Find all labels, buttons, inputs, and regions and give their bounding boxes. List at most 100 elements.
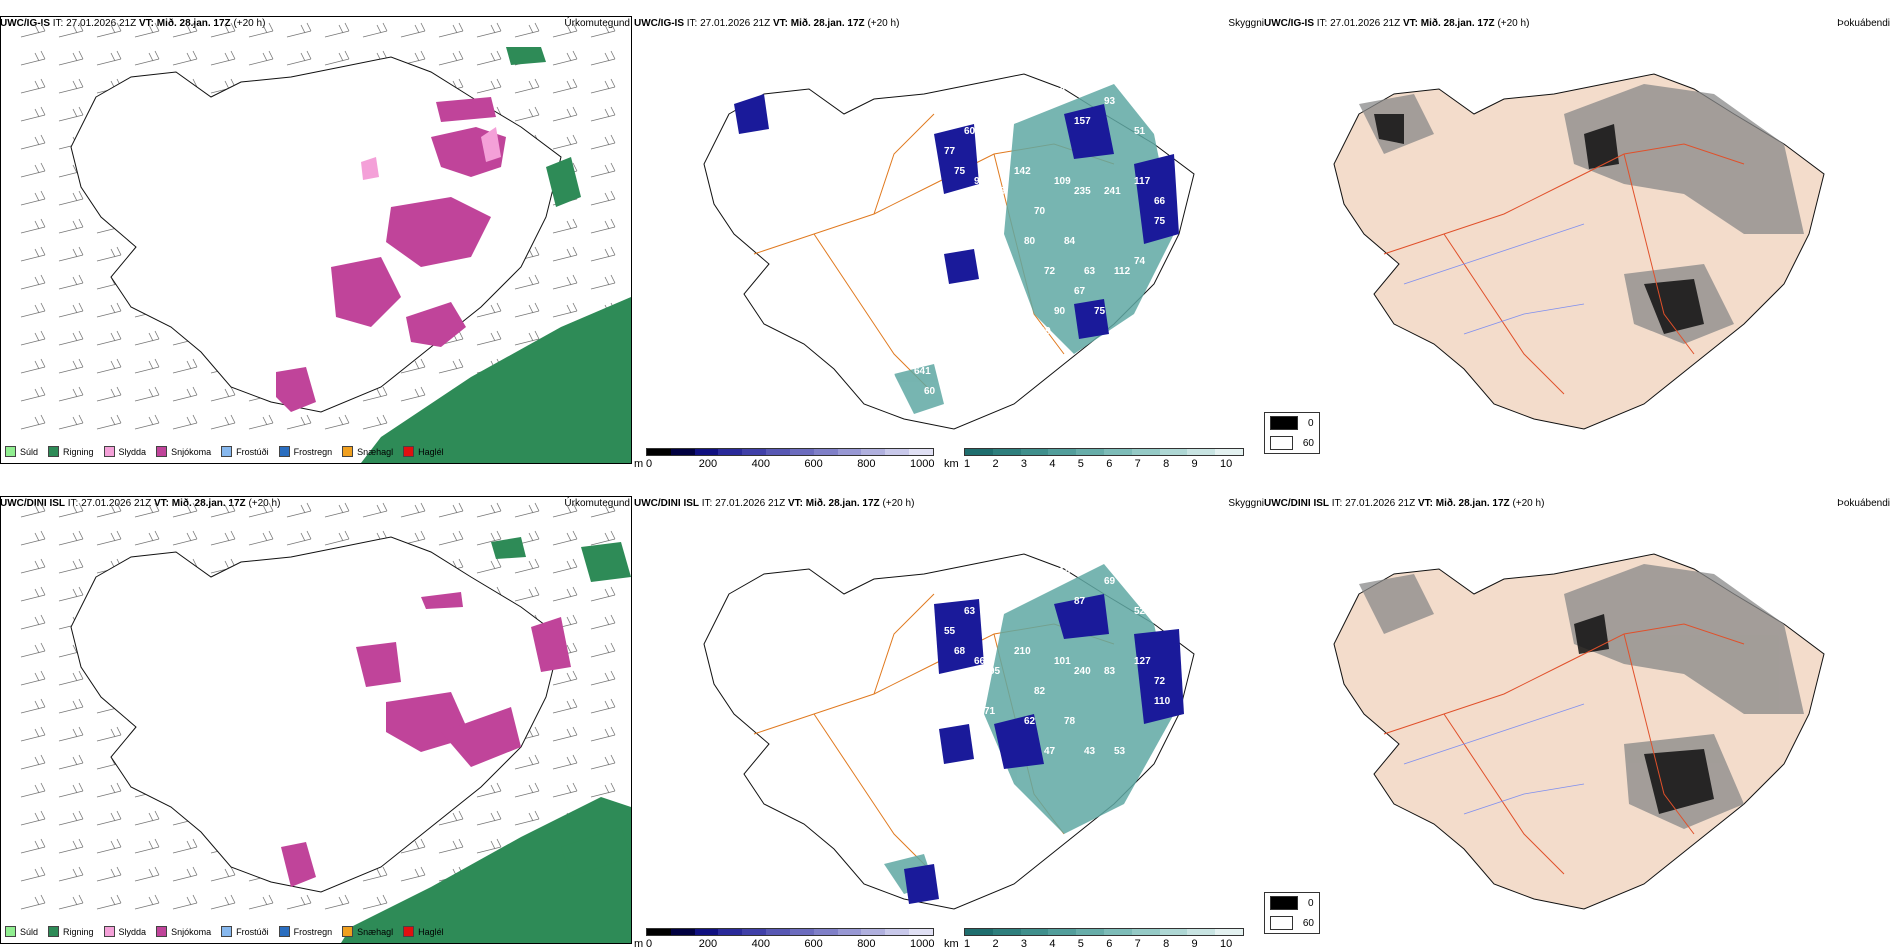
- legend-item-sudl: Súld: [5, 926, 38, 937]
- colorbar-tick-label: 5: [1077, 938, 1084, 950]
- ceiling-value-label: 110: [1154, 696, 1171, 707]
- wind-barb: [514, 782, 540, 798]
- wind-barb: [362, 22, 388, 38]
- wind-barb: [134, 50, 160, 66]
- wind-barb: [20, 330, 46, 346]
- wind-barb: [324, 894, 350, 910]
- wind-barb: [476, 782, 502, 798]
- fog-title-bottom: UWC/DINI ISL IT: 27.01.2026 21Z VT: Mið.…: [1264, 498, 1545, 509]
- fog-legend-row-60: 60: [1265, 913, 1319, 933]
- wind-barb: [134, 894, 160, 910]
- colorbar-tick-label: 10: [1220, 938, 1233, 950]
- wind-barb: [514, 302, 540, 318]
- wind-barb: [172, 530, 198, 546]
- ceiling-value-label: 118: [1054, 566, 1071, 577]
- legend-item-slydda: Slydda: [103, 926, 146, 937]
- wind-barb: [96, 894, 122, 910]
- wind-barb: [514, 810, 540, 826]
- fog-legend-top: 0 60: [1264, 412, 1320, 454]
- wind-barb: [438, 22, 464, 38]
- ceiling-value-label: 75: [1094, 306, 1106, 317]
- colorbar-tick-label: 0: [646, 458, 653, 470]
- colorbar-tick-label: 3: [1020, 458, 1027, 470]
- wind-barb: [324, 502, 350, 518]
- wind-barb: [476, 810, 502, 826]
- wind-barb: [514, 586, 540, 602]
- colorbar-swatch: [1048, 929, 1077, 935]
- ceiling-value-label: 117: [1134, 176, 1151, 187]
- wind-barb: [552, 218, 578, 234]
- colorbar-swatch: [992, 449, 1021, 455]
- wind-barb: [552, 246, 578, 262]
- wind-barb: [96, 810, 122, 826]
- ceiling-value-label: 55: [944, 626, 956, 637]
- wind-barb: [172, 358, 198, 374]
- wind-barb: [20, 782, 46, 798]
- wind-barb: [400, 838, 426, 854]
- ceiling-value-label: 60: [964, 126, 976, 137]
- colorbar-swatch: [1020, 449, 1049, 455]
- wind-barb: [58, 558, 84, 574]
- ceiling-value-label: 83: [1104, 666, 1116, 677]
- legend-item-haglel: Haglél: [403, 446, 444, 457]
- wind-barb: [324, 530, 350, 546]
- ceiling-value-label: 80: [884, 371, 896, 382]
- wind-barb: [172, 838, 198, 854]
- colorbar-swatch: [1159, 929, 1188, 935]
- colorbar-swatch: [789, 929, 814, 935]
- ceiling-value-label: 75: [954, 166, 966, 177]
- wind-barb: [476, 558, 502, 574]
- colorbar-swatch: [1187, 929, 1216, 935]
- wind-barb: [58, 670, 84, 686]
- wind-barb: [552, 670, 578, 686]
- ceiling-colorbar-top: m 0 200 400 600 800 1000: [634, 448, 934, 472]
- wind-barb: [476, 330, 502, 346]
- ceiling-value-label: 127: [1134, 656, 1151, 667]
- wind-barb: [552, 502, 578, 518]
- wind-barb: [552, 698, 578, 714]
- legend-item-frostudi: Frostúði: [221, 926, 269, 937]
- colorbar-tick-label: 1000: [910, 458, 935, 470]
- wind-barb: [58, 358, 84, 374]
- wind-barb: [476, 502, 502, 518]
- wind-barb: [58, 190, 84, 206]
- colorbar-swatch: [718, 449, 743, 455]
- colorbar-tick-label: 3: [1020, 938, 1027, 950]
- wind-barb: [590, 754, 616, 770]
- fog-panel-bottom: UWC/DINI ISL IT: 27.01.2026 21Z VT: Mið.…: [1264, 492, 1900, 944]
- ceiling-value-label: 52: [1134, 606, 1146, 617]
- wind-barb: [20, 218, 46, 234]
- wind-barb: [134, 330, 160, 346]
- wind-barb: [20, 246, 46, 262]
- legend-item-snjokoma: Snjókoma: [156, 926, 211, 937]
- colorbar-tick-label: 8: [1163, 458, 1170, 470]
- legend-item-sudl: Súld: [5, 446, 38, 457]
- ceiling-value-label: 68: [954, 646, 966, 657]
- ceiling-value-label: 72: [1154, 676, 1166, 687]
- ceiling-value-label: 80: [1024, 236, 1036, 247]
- wind-barb: [590, 530, 616, 546]
- colorbar-swatch: [1131, 929, 1160, 935]
- wind-barb: [96, 302, 122, 318]
- wind-barb: [96, 330, 122, 346]
- wind-barb: [96, 866, 122, 882]
- fog-map-top: [1333, 73, 1825, 430]
- wind-barb: [362, 866, 388, 882]
- wind-barb: [20, 50, 46, 66]
- colorbar-swatch: [861, 929, 886, 935]
- wind-barb: [438, 358, 464, 374]
- wind-barb: [20, 866, 46, 882]
- wind-barb: [552, 134, 578, 150]
- wind-barb: [248, 530, 274, 546]
- ceiling-value-label: 93: [1104, 96, 1116, 107]
- wind-barb: [58, 782, 84, 798]
- wind-barb: [286, 22, 312, 38]
- colorbar-swatch: [837, 449, 862, 455]
- colorbar-tick-label: 6: [1106, 458, 1113, 470]
- wind-barb: [172, 50, 198, 66]
- ceiling-unit: m: [634, 458, 644, 470]
- wind-barb: [58, 218, 84, 234]
- wind-barb: [20, 386, 46, 402]
- colorbar-tick-label: 400: [751, 458, 770, 470]
